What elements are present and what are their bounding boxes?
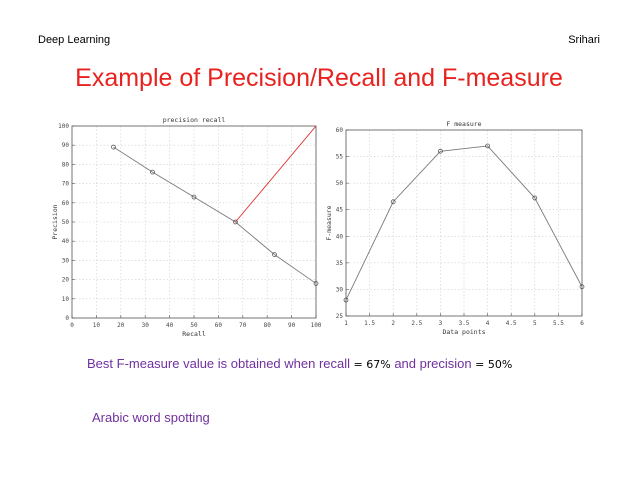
x-tick-label: 50 [190, 322, 198, 329]
x-tick-label: 3.5 [459, 320, 470, 327]
y-tick-label: 35 [336, 260, 344, 267]
y-tick-label: 90 [62, 142, 70, 149]
x-tick-label: 60 [215, 322, 223, 329]
note-text: Arabic word spotting [92, 410, 210, 425]
y-tick-label: 25 [336, 313, 344, 320]
data-point [313, 281, 319, 286]
x-axis-label: Data points [442, 328, 485, 336]
x-tick-label: 2 [391, 320, 395, 327]
data-point [485, 143, 490, 149]
x-tick-label: 40 [166, 322, 174, 329]
caption-recall-value: = 67% [350, 358, 391, 371]
y-tick-label: 40 [336, 233, 344, 240]
slide-title: Example of Precision/Recall and F-measur… [75, 64, 563, 92]
x-tick-label: 20 [117, 322, 125, 329]
x-tick-label: 4.5 [506, 320, 517, 327]
data-point [579, 284, 585, 290]
caption-text-2: and precision [390, 356, 472, 371]
y-tick-label: 0 [65, 315, 69, 322]
series-line [113, 146, 317, 284]
x-tick-label: 5 [533, 320, 537, 327]
precision-recall-chart: 0 10 20 30 40 50 60 70 80 90 100 0 10 20 30 40 50 60 70 80 9… [51, 116, 322, 338]
x-tick-label: 4 [486, 320, 490, 327]
y-tick-label: 30 [336, 286, 344, 293]
y-tick-label: 50 [62, 219, 70, 226]
y-tick-label: 70 [62, 181, 70, 188]
data-point [532, 195, 538, 201]
x-tick-label: 1 [344, 320, 348, 327]
chart-title: precision recall [163, 116, 226, 124]
y-tick-label: 55 [336, 154, 344, 161]
data-point [233, 219, 238, 225]
x-tick-label: 100 [311, 322, 322, 329]
data-point [438, 148, 443, 154]
y-tick-label: 10 [62, 296, 70, 303]
x-tick-label: 30 [142, 322, 150, 329]
caption-precision-value: = 50% [471, 358, 513, 371]
data-point [111, 144, 116, 150]
x-tick-label: 90 [288, 322, 296, 329]
y-tick-label: 60 [62, 200, 70, 207]
x-tick-label: 5.5 [553, 320, 564, 327]
f-measure-chart: 1 1.5 2 2.5 3 3.5 4 4.5 5 5.5 6 25 30 35 40 45 50 55 60 F m… [325, 120, 585, 336]
y-tick-label: 60 [336, 127, 344, 134]
y-axis-label: Precision [51, 204, 59, 239]
caption: Best F-measure value is obtained when re… [87, 356, 512, 371]
data-point [272, 252, 277, 257]
data-point [343, 297, 349, 303]
y-tick-label: 30 [62, 257, 70, 264]
y-tick-label: 50 [336, 180, 344, 187]
y-tick-label: 20 [62, 277, 70, 284]
data-point [191, 194, 197, 200]
x-tick-label: 10 [93, 322, 101, 329]
data-point [390, 199, 396, 205]
x-tick-label: 80 [264, 322, 272, 329]
series-line [345, 145, 583, 301]
data-point [150, 169, 155, 175]
y-axis-label: F-measure [325, 205, 333, 240]
series-line [235, 125, 317, 223]
x-tick-label: 3 [439, 320, 443, 327]
y-tick-label: 40 [62, 238, 70, 245]
x-tick-label: 2.5 [411, 320, 422, 327]
y-tick-label: 80 [62, 161, 70, 168]
caption-text-1: Best F-measure value is obtained when re… [87, 356, 351, 371]
x-tick-label: 70 [239, 322, 247, 329]
x-tick-label: 0 [70, 322, 74, 329]
x-tick-label: 1.5 [364, 320, 375, 327]
header-right-label: Srihari [568, 34, 600, 46]
x-axis-label: Recall [182, 330, 206, 338]
y-tick-label: 100 [58, 123, 69, 130]
chart-title: F measure [446, 120, 481, 128]
y-tick-label: 45 [336, 207, 344, 214]
header-left-label: Deep Learning [38, 34, 111, 46]
x-tick-label: 6 [580, 320, 584, 327]
